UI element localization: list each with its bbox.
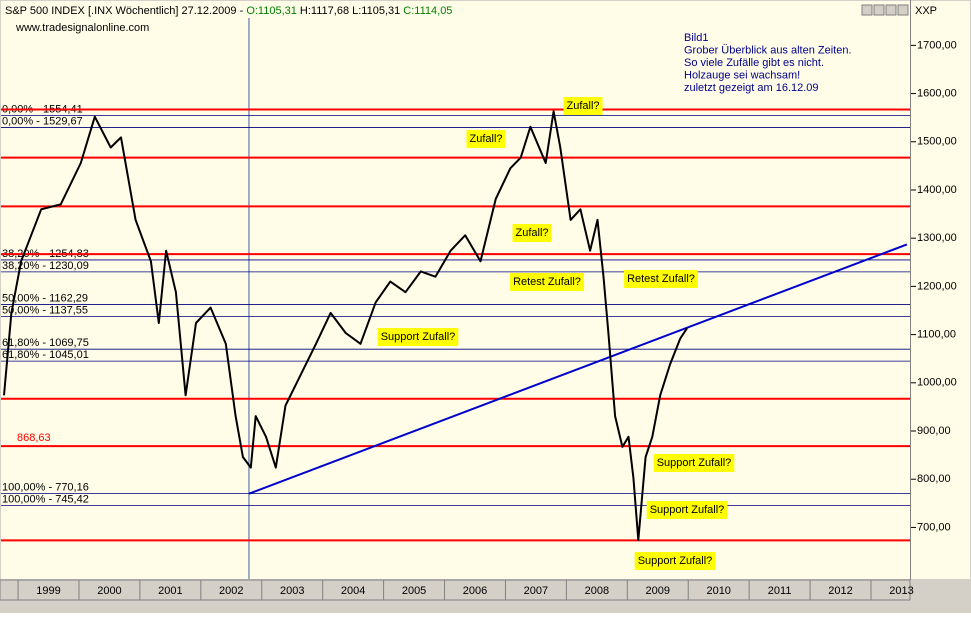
x-tick-label: 2000	[97, 585, 121, 597]
annotation-box	[646, 501, 728, 519]
y-tick-label: 1400,00	[917, 184, 957, 196]
x-tick-label: 1999	[36, 585, 60, 597]
annotation-text: Retest Zufall?	[627, 273, 695, 285]
annotation-box	[563, 97, 603, 115]
fib-label: 0,00% - 1529,67	[2, 115, 83, 127]
y-tick-label: 1600,00	[917, 87, 957, 99]
annotation-text: Support Zufall?	[381, 331, 456, 343]
annotation-text: Zufall?	[469, 133, 502, 145]
fib-label: 61,80% - 1045,01	[2, 349, 89, 361]
x-tick-label: 2008	[585, 585, 609, 597]
note-line: Grober Überblick aus alten Zeiten.	[684, 44, 852, 56]
annotation-box	[634, 552, 716, 570]
fib-label: 100,00% - 745,42	[2, 493, 89, 505]
annotation: Retest Zufall?	[510, 273, 584, 291]
x-tick-label: 2010	[706, 585, 730, 597]
title-part: S&P 500 INDEX [.INX Wöchentlich] 27.12.2…	[5, 5, 246, 17]
x-tick-label: 2011	[768, 585, 792, 597]
plot-background	[1, 1, 910, 579]
note-line: So viele Zufälle gibt es nicht.	[684, 57, 824, 69]
y-tick-label: 800,00	[917, 473, 951, 485]
title-part: O:1105,31	[246, 5, 297, 17]
fib-label: 50,00% - 1137,55	[2, 304, 88, 316]
annotation: Retest Zufall?	[624, 270, 698, 288]
annotation-box	[624, 270, 698, 288]
x-tick-label: 2003	[280, 585, 304, 597]
annotation-text: Support Zufall?	[657, 457, 732, 469]
annotation-text: Support Zufall?	[650, 504, 725, 516]
y-tick-label: 1700,00	[917, 39, 957, 51]
fib-label: 38,20% - 1230,09	[2, 260, 89, 272]
button[interactable]	[861, 4, 873, 16]
title-part: C:1114,05	[403, 5, 452, 17]
axis-background	[911, 1, 970, 579]
note-line: Holzauge sei wachsam!	[684, 69, 800, 81]
window-buttons[interactable]	[861, 4, 909, 16]
annotation: Support Zufall?	[634, 552, 716, 570]
x-tick-label: 2004	[341, 585, 365, 597]
annotation-box	[466, 130, 506, 148]
y-tick-label: 900,00	[917, 425, 951, 437]
fib-label: 50,00% - 1162,29	[2, 292, 88, 304]
fib-label: 61,80% - 1069,75	[2, 337, 89, 349]
x-tick-label: 2001	[158, 585, 182, 597]
x-axis-bar	[0, 579, 911, 601]
annotation-box	[510, 273, 584, 291]
button[interactable]	[885, 4, 897, 16]
annotation-text: Zufall?	[566, 100, 599, 112]
note-line: Bild1	[684, 32, 708, 44]
annotation-box	[512, 224, 552, 242]
y-tick-label: 1200,00	[917, 280, 957, 292]
x-tick-label: 2006	[463, 585, 487, 597]
annotation: Support Zufall?	[653, 454, 735, 472]
annotation: Support Zufall?	[377, 328, 459, 346]
annotation-text: Zufall?	[515, 227, 548, 239]
price-line	[3, 110, 688, 541]
level-label: 868,63	[17, 432, 51, 444]
trendline	[248, 243, 908, 495]
x-tick-label: 2013	[889, 585, 913, 597]
annotation-text: Support Zufall?	[638, 555, 713, 567]
annotation-box	[653, 454, 735, 472]
y-tick-label: 700,00	[917, 521, 951, 533]
annotation: Zufall?	[512, 224, 552, 242]
y-tick-label: 1300,00	[917, 232, 957, 244]
annotation: Support Zufall?	[646, 501, 728, 519]
y-tick-label: 1100,00	[917, 328, 956, 340]
x-tick-label: 2005	[402, 585, 426, 597]
annotation-box	[377, 328, 459, 346]
title-part: H:1117,68 L:1105,31	[297, 5, 403, 17]
x-tick-label: 2007	[524, 585, 548, 597]
button[interactable]	[897, 4, 909, 16]
subtitle: www.tradesignalonline.com	[15, 22, 149, 34]
chart-title: S&P 500 INDEX [.INX Wöchentlich] 27.12.2…	[5, 5, 452, 17]
fib-label: 100,00% - 770,16	[2, 482, 89, 494]
note-line: zuletzt gezeigt am 16.12.09	[684, 82, 819, 94]
x-tick-label: 2012	[828, 585, 852, 597]
annotation-text: Retest Zufall?	[513, 276, 581, 288]
x-tick-label: 2009	[646, 585, 670, 597]
y-tick-label: 1000,00	[917, 377, 957, 389]
annotation: Zufall?	[563, 97, 603, 115]
annotation: Zufall?	[466, 130, 506, 148]
button[interactable]	[873, 4, 885, 16]
y-tick-label: 1500,00	[917, 136, 957, 148]
x-tick-label: 2002	[219, 585, 243, 597]
panel-label: XXP	[915, 5, 937, 17]
